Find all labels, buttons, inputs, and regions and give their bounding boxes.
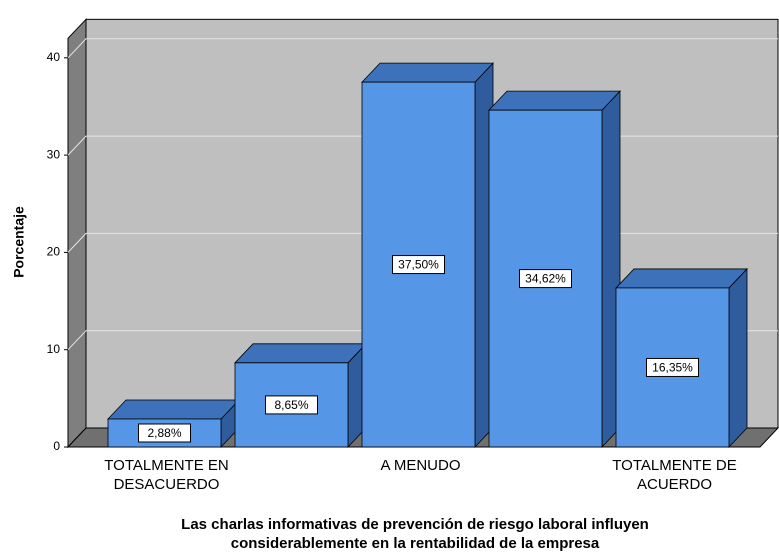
y-tick-label: 0 — [53, 439, 60, 453]
bar-top — [488, 90, 621, 111]
x-axis-label: Las charlas informativas de prevención d… — [181, 516, 649, 533]
value-label: 2,88% — [147, 426, 181, 440]
y-axis-label: Porcentaje — [11, 206, 27, 278]
y-tick-label: 10 — [47, 342, 61, 356]
x-tick-label: A MENUDO — [380, 457, 461, 474]
x-axis-label: considerablemente en la rentabilidad de … — [231, 535, 600, 552]
x-tick-label: TOTALMENTE EN DESACUERDO — [104, 457, 229, 493]
bar-side — [728, 267, 748, 449]
bar-top — [234, 343, 367, 364]
grid-line — [67, 38, 778, 59]
y-tick-label: 40 — [47, 50, 61, 64]
value-label-box — [138, 423, 191, 443]
value-label-box — [646, 357, 699, 377]
value-label-box — [519, 269, 572, 289]
plot: 0 10 20 30 40 2,88% 8,65% 37,50% 34,62% 16,35% — [47, 18, 779, 453]
value-label: 37,50% — [398, 258, 439, 272]
value-label-box — [392, 255, 445, 275]
left-wall — [67, 18, 87, 449]
value-label: 16,35% — [652, 361, 693, 375]
bar-top — [107, 399, 240, 420]
bar-top — [615, 268, 748, 289]
value-label-box — [265, 395, 318, 415]
value-label: 8,65% — [274, 398, 308, 412]
y-tick-label: 20 — [47, 245, 61, 259]
x-tick-label: TOTALMENTE DE ACUERDO — [612, 457, 737, 493]
bar-top — [361, 62, 494, 83]
value-label: 34,62% — [525, 272, 566, 286]
y-tick-label: 30 — [47, 147, 61, 161]
